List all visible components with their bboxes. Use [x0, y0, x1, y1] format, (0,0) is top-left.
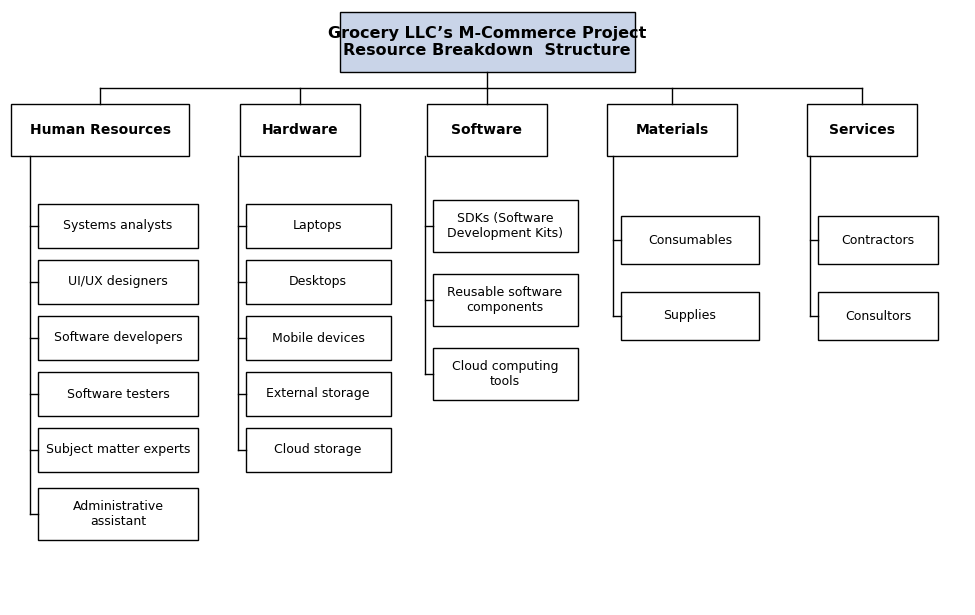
Bar [433, 274, 577, 326]
Bar [339, 12, 635, 72]
Text: SDKs (Software
Development Kits): SDKs (Software Development Kits) [447, 212, 563, 240]
Bar [818, 216, 938, 264]
Text: Consultors: Consultors [845, 309, 911, 322]
Text: Subject matter experts: Subject matter experts [46, 443, 190, 456]
Bar [818, 292, 938, 340]
Text: Grocery LLC’s M-Commerce Project
Resource Breakdown  Structure: Grocery LLC’s M-Commerce Project Resourc… [328, 26, 646, 58]
Text: Services: Services [829, 123, 895, 137]
Bar [11, 104, 189, 156]
Bar [246, 260, 391, 304]
Bar [38, 316, 198, 360]
Bar [433, 200, 577, 252]
Bar [246, 372, 391, 416]
Text: UI/UX designers: UI/UX designers [68, 276, 168, 288]
Text: Administrative
assistant: Administrative assistant [72, 500, 164, 528]
Text: Materials: Materials [636, 123, 709, 137]
Bar [607, 104, 737, 156]
Text: Supplies: Supplies [664, 309, 717, 322]
Bar [246, 316, 391, 360]
Bar [621, 216, 759, 264]
Text: Reusable software
components: Reusable software components [448, 286, 563, 314]
Bar [38, 204, 198, 248]
Text: Contractors: Contractors [841, 234, 915, 247]
Text: Cloud storage: Cloud storage [274, 443, 362, 456]
Bar [38, 372, 198, 416]
Text: Cloud computing
tools: Cloud computing tools [451, 360, 559, 388]
Bar [240, 104, 360, 156]
Text: Laptops: Laptops [293, 220, 343, 232]
Text: Human Resources: Human Resources [29, 123, 171, 137]
Bar [807, 104, 917, 156]
Text: Mobile devices: Mobile devices [272, 331, 365, 344]
Text: Software: Software [451, 123, 523, 137]
Text: External storage: External storage [266, 387, 370, 400]
Bar [38, 428, 198, 472]
Bar [246, 204, 391, 248]
Text: Consumables: Consumables [648, 234, 732, 247]
Text: Hardware: Hardware [261, 123, 338, 137]
Bar [427, 104, 547, 156]
Text: Systems analysts: Systems analysts [63, 220, 173, 232]
Bar [38, 488, 198, 540]
Bar [38, 260, 198, 304]
Bar [246, 428, 391, 472]
Text: Software developers: Software developers [54, 331, 182, 344]
Bar [621, 292, 759, 340]
Text: Software testers: Software testers [66, 387, 170, 400]
Text: Desktops: Desktops [289, 276, 347, 288]
Bar [433, 348, 577, 400]
